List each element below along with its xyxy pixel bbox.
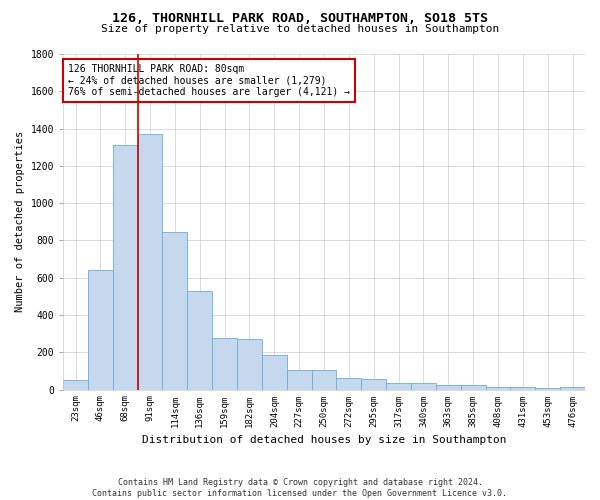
Bar — [187, 291, 212, 390]
Bar — [337, 378, 361, 390]
Y-axis label: Number of detached properties: Number of detached properties — [15, 131, 25, 312]
Text: Size of property relative to detached houses in Southampton: Size of property relative to detached ho… — [101, 24, 499, 34]
Bar — [436, 385, 461, 390]
Bar — [535, 388, 560, 390]
Bar — [485, 387, 511, 390]
Bar — [237, 339, 262, 390]
Bar — [163, 232, 187, 390]
X-axis label: Distribution of detached houses by size in Southampton: Distribution of detached houses by size … — [142, 435, 506, 445]
Text: Contains HM Land Registry data © Crown copyright and database right 2024.
Contai: Contains HM Land Registry data © Crown c… — [92, 478, 508, 498]
Bar — [212, 338, 237, 390]
Bar — [361, 380, 386, 390]
Bar — [137, 134, 163, 390]
Bar — [63, 380, 88, 390]
Bar — [461, 386, 485, 390]
Bar — [411, 383, 436, 390]
Bar — [386, 383, 411, 390]
Text: 126 THORNHILL PARK ROAD: 80sqm
← 24% of detached houses are smaller (1,279)
76% : 126 THORNHILL PARK ROAD: 80sqm ← 24% of … — [68, 64, 350, 98]
Bar — [311, 370, 337, 390]
Text: 126, THORNHILL PARK ROAD, SOUTHAMPTON, SO18 5TS: 126, THORNHILL PARK ROAD, SOUTHAMPTON, S… — [112, 12, 488, 26]
Bar — [287, 370, 311, 390]
Bar — [88, 270, 113, 390]
Bar — [113, 146, 137, 390]
Bar — [511, 388, 535, 390]
Bar — [560, 387, 585, 390]
Bar — [262, 355, 287, 390]
